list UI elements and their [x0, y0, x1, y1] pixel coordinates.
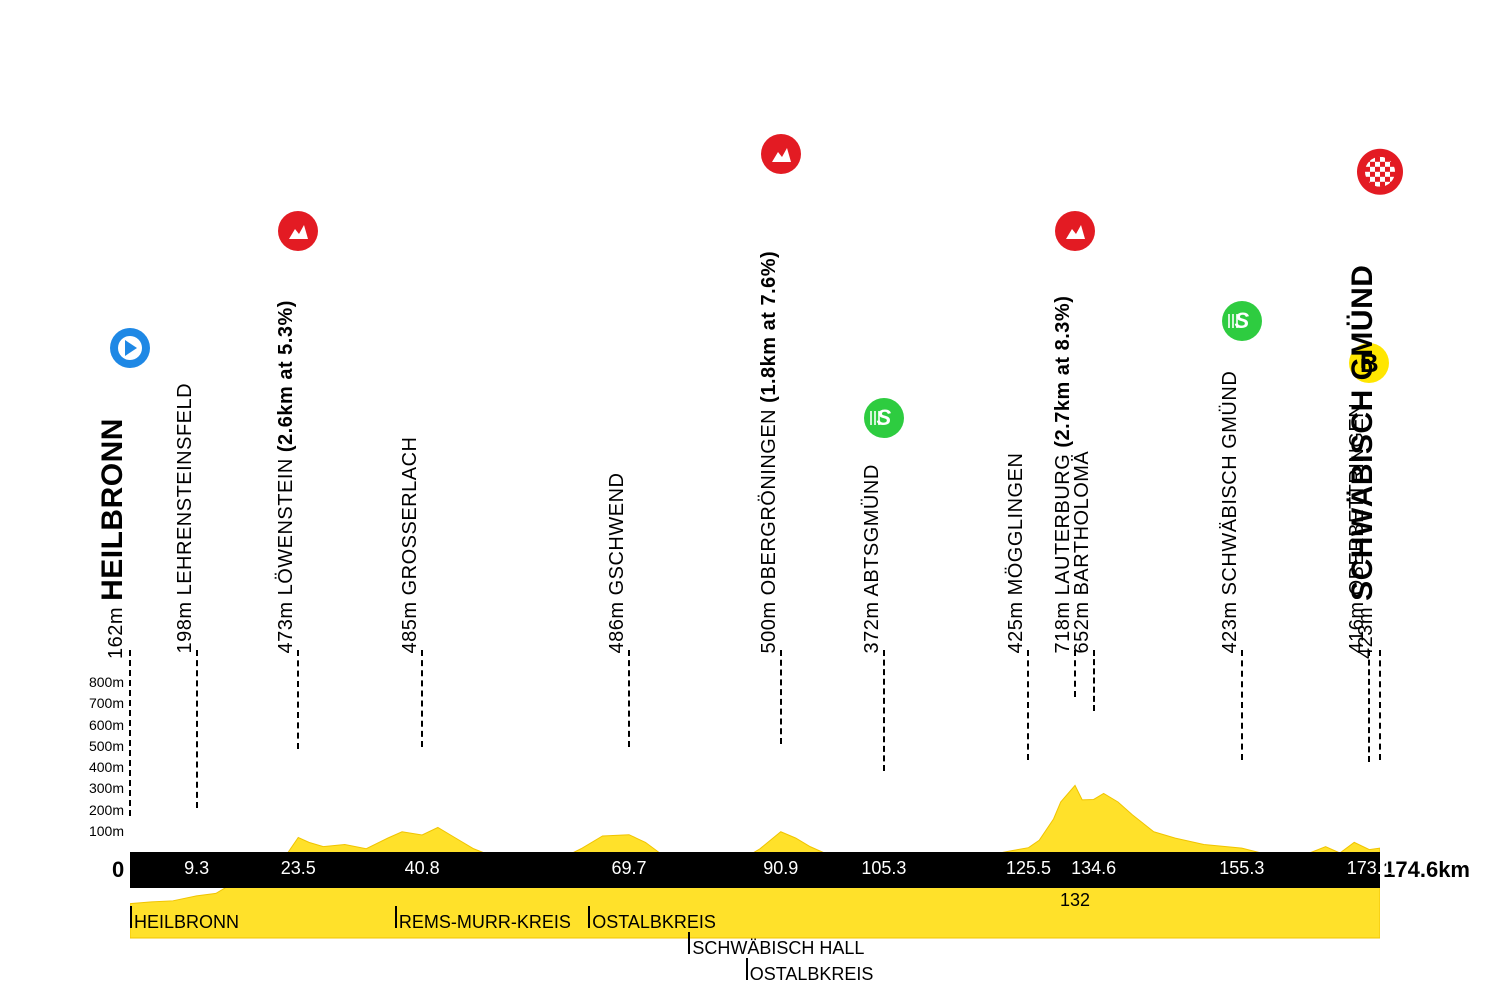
distance-bar: 0174.6km9.323.540.869.790.9105.3125.5132…: [130, 852, 1380, 888]
region-label: HEILBRONN: [130, 906, 239, 933]
elevation-profile-chart: 100m200m300m400m500m600m700m800m0174.6km…: [50, 40, 1430, 940]
region-label: REMS-MURR-KREIS: [395, 906, 571, 933]
km-tick: 105.3: [861, 858, 906, 879]
km-tick: 155.3: [1219, 858, 1264, 879]
km-tick: 40.8: [405, 858, 440, 879]
region-label: SCHWÄBISCH HALL: [688, 932, 864, 959]
km-tick: 132: [1060, 890, 1090, 911]
plot-area: 100m200m300m400m500m600m700m800m0174.6km…: [130, 40, 1380, 940]
y-axis-tick-label: 300m: [89, 780, 124, 796]
end-km-label: 174.6km: [1383, 857, 1470, 883]
y-axis-tick-label: 500m: [89, 738, 124, 754]
km-tick: 173.1: [1347, 858, 1392, 879]
km-tick: 9.3: [184, 858, 209, 879]
y-axis-tick-label: 200m: [89, 802, 124, 818]
region-label: OSTALBKREIS: [746, 958, 874, 985]
waypoint-elevation: 162m: [105, 601, 127, 659]
y-axis-tick-label: 600m: [89, 717, 124, 733]
region-label: OSTALBKREIS: [588, 906, 716, 933]
y-axis-tick-label: 700m: [89, 695, 124, 711]
y-axis-tick-label: 800m: [89, 674, 124, 690]
km-tick: 125.5: [1006, 858, 1051, 879]
km-tick: 134.6: [1071, 858, 1116, 879]
start-km-label: 0: [112, 857, 124, 883]
km-tick: 90.9: [763, 858, 798, 879]
km-tick: 69.7: [611, 858, 646, 879]
y-axis-tick-label: 100m: [89, 823, 124, 839]
elevation-profile-fill: [130, 126, 1380, 940]
waypoint-name: HEILBRONN: [96, 418, 129, 601]
y-axis-tick-label: 400m: [89, 759, 124, 775]
waypoint-label: 162m HEILBRONN: [96, 418, 130, 659]
km-tick: 23.5: [281, 858, 316, 879]
